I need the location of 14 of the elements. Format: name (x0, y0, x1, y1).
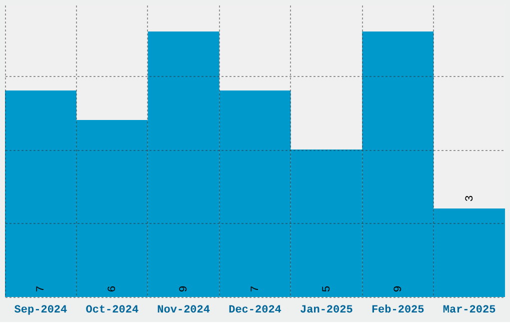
data-label: 9 (178, 286, 191, 292)
x-tick-label: Nov-2024 (157, 304, 210, 316)
x-tick-label: Sep-2024 (14, 304, 68, 316)
data-label: 5 (321, 286, 334, 292)
data-label: 7 (250, 286, 262, 292)
x-tick-label: Dec-2024 (228, 304, 282, 316)
data-label: 3 (464, 195, 476, 202)
x-tick-label: Mar-2025 (442, 304, 496, 316)
x-tick-label: Feb-2025 (371, 304, 425, 316)
data-label: 9 (392, 286, 405, 292)
x-tick-label: Jan-2025 (300, 304, 354, 316)
data-label: 7 (36, 286, 48, 292)
x-tick-label: Oct-2024 (86, 304, 139, 316)
data-label: 6 (107, 286, 120, 292)
